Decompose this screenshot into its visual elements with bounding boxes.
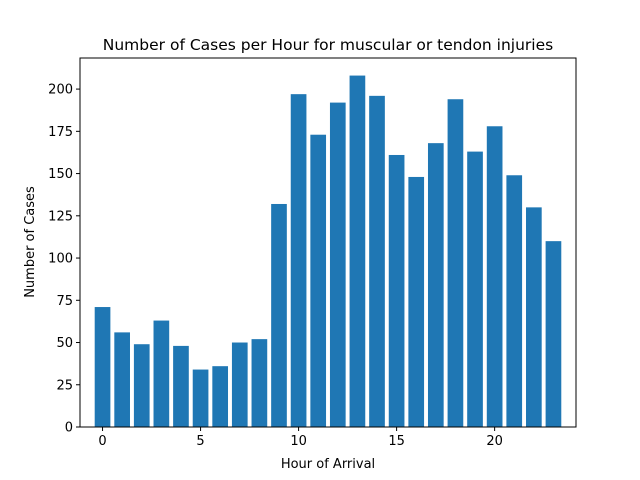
x-tick-label: 15: [388, 434, 405, 449]
bar-hour-3: [153, 320, 170, 427]
y-axis-label: Number of Cases: [23, 186, 38, 298]
x-tick-label: 10: [290, 434, 307, 449]
y-axis: 0 25 50 75 100 125 150 175 200: [48, 83, 80, 436]
bars: [94, 75, 562, 428]
y-tick-label: 75: [56, 294, 73, 309]
bar-hour-1: [114, 332, 130, 427]
bar-hour-23: [545, 241, 562, 427]
y-tick-label: 100: [48, 252, 73, 267]
y-tick-label: 125: [48, 209, 73, 224]
bar-hour-6: [212, 366, 229, 427]
bar-hour-9: [271, 203, 287, 427]
x-tick-label: 20: [486, 434, 503, 449]
y-tick-label: 0: [65, 421, 73, 436]
bar-hour-22: [526, 207, 542, 427]
bar-hour-5: [192, 369, 209, 427]
bar-hour-13: [349, 75, 366, 427]
y-tick-label: 175: [48, 125, 73, 140]
bar-hour-7: [231, 342, 248, 427]
bar-hour-16: [408, 176, 425, 427]
bar-hour-4: [173, 345, 189, 427]
bar-hour-15: [388, 154, 405, 428]
bar-hour-18: [447, 99, 464, 427]
bar-hour-14: [369, 95, 385, 427]
x-axis-label: Hour of Arrival: [281, 457, 375, 472]
x-tick-label: 5: [196, 434, 204, 449]
plot-frame: [79, 57, 577, 428]
y-tick-label: 25: [56, 378, 73, 393]
bar-hour-17: [427, 143, 444, 427]
x-tick-label: 0: [98, 434, 106, 449]
bar-hour-8: [251, 339, 268, 427]
y-tick-label: 50: [56, 336, 73, 351]
x-axis: 0 5 10 15 20: [98, 427, 503, 449]
chart-title: Number of Cases per Hour for muscular or…: [103, 36, 553, 54]
bar-hour-21: [506, 175, 523, 427]
bar-hour-0: [94, 307, 111, 427]
y-tick-label: 150: [48, 167, 73, 182]
bar-hour-19: [467, 151, 483, 427]
bar-hour-11: [310, 134, 327, 427]
bar-hour-2: [133, 344, 150, 427]
bar-hour-12: [329, 102, 346, 427]
y-tick-label: 200: [48, 83, 73, 98]
bar-hour-10: [290, 94, 307, 427]
bar-hour-20: [486, 126, 503, 427]
